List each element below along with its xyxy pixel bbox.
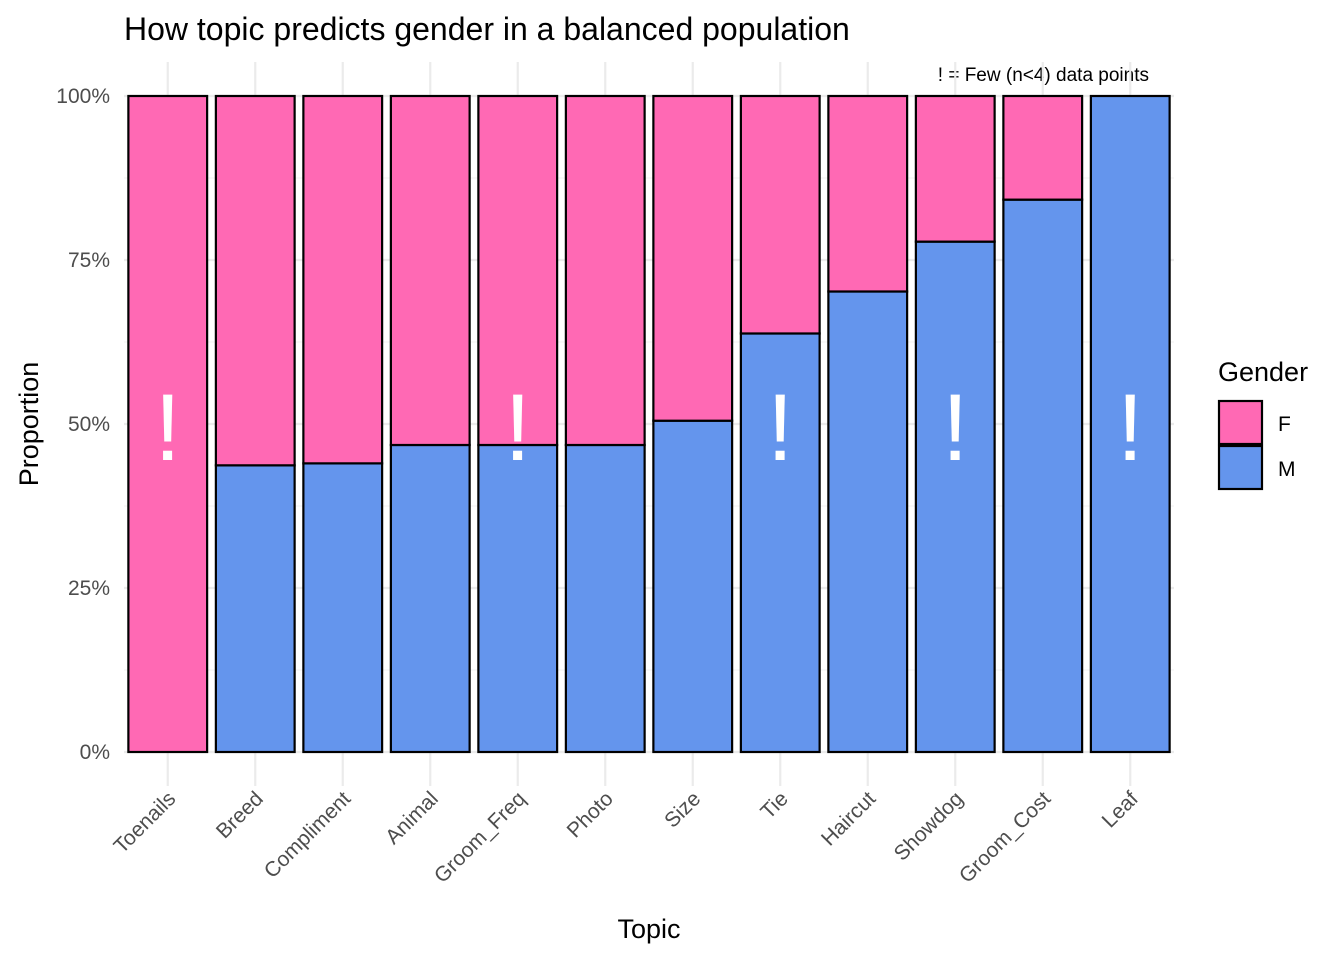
few-data-flags: !!!!! xyxy=(155,375,1144,481)
bar-segment-m xyxy=(477,443,559,754)
legend-title: Gender xyxy=(1218,357,1308,387)
chart-title: How topic predicts gender in a balanced … xyxy=(124,11,850,47)
legend-label: M xyxy=(1278,458,1296,481)
y-axis-ticks: 0% 25% 50% 75% 100% xyxy=(56,85,110,764)
bar-segment-m xyxy=(827,290,909,754)
y-tick-label: 50% xyxy=(68,413,110,436)
x-tick-label: Groom_Cost xyxy=(955,787,1056,888)
bar-segment-f xyxy=(302,94,384,465)
bar-segment-f xyxy=(214,94,296,467)
x-tick-label: Photo xyxy=(563,787,618,842)
x-tick-label: Leaf xyxy=(1098,787,1143,832)
bars xyxy=(127,94,1171,754)
legend-label: F xyxy=(1278,413,1291,436)
bar-segment-m xyxy=(914,240,996,754)
x-tick-label: Animal xyxy=(381,787,443,849)
bar-segment-m xyxy=(214,464,296,754)
bar-segment-f xyxy=(127,94,209,754)
bar-segment-f xyxy=(827,94,909,293)
bar-segment-m xyxy=(302,462,384,754)
bar-segment-f xyxy=(564,94,646,447)
x-tick-label: Tie xyxy=(756,787,792,823)
x-tick-label: Size xyxy=(660,787,705,832)
y-tick-label: 25% xyxy=(68,577,110,600)
x-axis-title: Topic xyxy=(617,914,680,944)
y-tick-label: 75% xyxy=(68,249,110,272)
bar-segment-m xyxy=(1002,198,1084,754)
bar-segment-m xyxy=(652,419,734,754)
y-tick-label: 100% xyxy=(56,85,110,108)
bar-segment-f xyxy=(739,94,821,335)
bar-segment-m xyxy=(739,332,821,754)
few-data-flag: ! xyxy=(1117,375,1143,481)
few-data-flag: ! xyxy=(155,375,181,481)
bar-segment-f xyxy=(477,94,559,447)
bar-segment-f xyxy=(652,94,734,422)
legend-key-m xyxy=(1217,444,1264,491)
bar-segment-m xyxy=(564,443,646,754)
x-tick-label: Toenails xyxy=(110,787,181,858)
few-data-flag: ! xyxy=(942,375,968,481)
bar-segment-m xyxy=(389,443,471,754)
few-data-flag: ! xyxy=(767,375,793,481)
legend: Gender FM xyxy=(1217,357,1308,491)
bar-segment-f xyxy=(389,94,471,447)
x-tick-label: Showdog xyxy=(890,787,968,865)
x-tick-label: Groom_Freq xyxy=(430,787,530,887)
bar-segment-m xyxy=(1089,94,1171,754)
y-axis-title: Proportion xyxy=(14,362,44,487)
x-tick-label: Compliment xyxy=(260,787,356,883)
few-data-flag: ! xyxy=(505,375,531,481)
x-tick-label: Breed xyxy=(212,787,268,843)
bar-segment-f xyxy=(914,94,996,243)
bar-segment-f xyxy=(1002,94,1084,201)
x-tick-label: Haircut xyxy=(817,787,880,850)
legend-key-f xyxy=(1217,399,1264,446)
y-tick-label: 0% xyxy=(80,741,110,764)
